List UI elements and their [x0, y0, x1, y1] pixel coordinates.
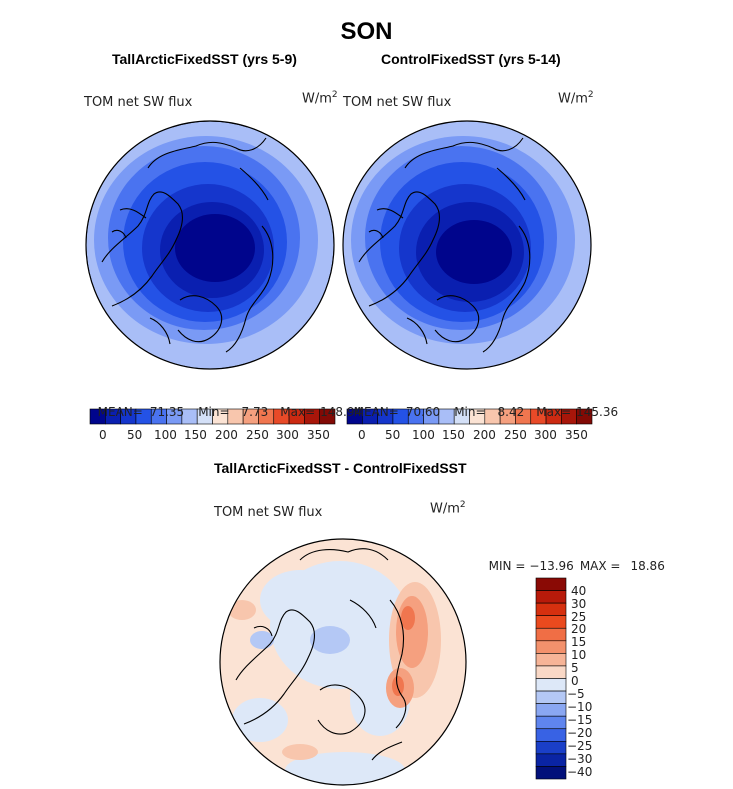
- diff-tick-label: 5: [571, 661, 579, 675]
- right-tick-label: 300: [534, 428, 557, 442]
- difference-min-value: −13.96: [529, 559, 574, 573]
- diff-tick-label: −10: [567, 700, 593, 714]
- right-units-label: W/m2: [558, 90, 594, 107]
- difference-variable-label: TOM net SW flux: [214, 505, 323, 520]
- colorbar-swatch: [535, 590, 567, 604]
- left-tick-label: 350: [307, 428, 330, 442]
- left-tick-label: 300: [276, 428, 299, 442]
- colorbar-swatch: [319, 408, 336, 425]
- right-panel-title: ControlFixedSST (yrs 5-14): [381, 51, 561, 67]
- right-tick-label: 50: [385, 428, 401, 442]
- right-colorbar: [346, 408, 593, 425]
- left-colorbar: [89, 408, 336, 425]
- colorbar-swatch: [535, 653, 567, 667]
- left-max-value: 148.94: [320, 405, 363, 419]
- diff-tick-label: −25: [567, 739, 593, 753]
- left-mean-label: MEAN=: [97, 405, 143, 419]
- right-tick-label: 250: [504, 428, 527, 442]
- diff-tick-label: 20: [571, 622, 587, 636]
- colorbar-swatch: [535, 577, 567, 591]
- colorbar-swatch: [535, 690, 567, 704]
- right-colorbar-labels: 0 50 100 150 200 250 300 350: [0, 428, 733, 444]
- difference-polar-map: [220, 539, 466, 785]
- colorbar-swatch: [535, 728, 567, 742]
- colorbar-swatch: [535, 715, 567, 730]
- colorbar-swatch: [535, 665, 567, 679]
- left-units-label: W/m2: [302, 90, 338, 107]
- right-variable-label: TOM net SW flux: [343, 95, 452, 110]
- difference-min-label: MIN =: [488, 559, 526, 573]
- difference-panel-title: TallArcticFixedSST - ControlFixedSST: [214, 460, 467, 476]
- colorbar-swatch: [535, 602, 567, 616]
- right-mean-value: 70.60: [405, 405, 441, 419]
- left-mean-value: 71.35: [149, 405, 185, 419]
- left-panel-title: TallArcticFixedSST (yrs 5-9): [112, 51, 297, 67]
- diff-tick-label: 15: [571, 635, 587, 649]
- left-tick-label: 0: [99, 428, 107, 442]
- difference-max-label: MAX =: [579, 559, 621, 573]
- left-max-label: Max=: [280, 405, 316, 419]
- diff-tick-label: 25: [571, 610, 587, 624]
- right-tick-label: 200: [473, 428, 496, 442]
- colorbar-swatch: [535, 703, 567, 717]
- right-min-label: Min=: [454, 405, 486, 419]
- right-tick-label: 0: [358, 428, 366, 442]
- colorbar-swatch: [535, 640, 567, 654]
- left-stats: MEAN= 71.35 Min= 7.73 Max= 148.94: [90, 391, 363, 419]
- left-tick-label: 100: [154, 428, 177, 442]
- right-tick-label: 100: [412, 428, 435, 442]
- figure-title: SON: [340, 18, 393, 45]
- difference-stats: MIN = −13.96 MAX = 18.86: [481, 545, 665, 573]
- diff-tick-label: 30: [571, 597, 587, 611]
- left-tick-label: 200: [215, 428, 238, 442]
- colorbar-swatch: [535, 766, 567, 780]
- right-tick-label: 150: [442, 428, 465, 442]
- colorbar-swatch: [535, 678, 567, 692]
- right-max-label: Max=: [536, 405, 572, 419]
- diff-tick-label: −5: [567, 687, 585, 701]
- left-tick-label: 250: [246, 428, 269, 442]
- diff-tick-label: −30: [567, 752, 593, 766]
- left-min-value: 7.73: [241, 405, 269, 419]
- diff-tick-label: 0: [571, 674, 579, 688]
- colorbar-swatch: [535, 627, 567, 642]
- difference-colorbar: [535, 577, 567, 780]
- right-max-value: 145.36: [576, 405, 619, 419]
- right-mean-label: MEAN=: [353, 405, 399, 419]
- colorbar-swatch: [535, 615, 567, 629]
- difference-units-label: W/m2: [430, 500, 466, 517]
- right-min-value: 8.42: [497, 405, 525, 419]
- left-tick-label: 150: [184, 428, 207, 442]
- left-colorbar-labels: 0 50 100 150 200 250 300 350: [0, 428, 733, 444]
- diff-tick-label: −15: [567, 713, 593, 727]
- difference-colorbar-labels: 40 30 25 20 15 10 5 0 −5 −10 −15 −20 −25…: [567, 0, 631, 789]
- right-tick-label: 350: [565, 428, 588, 442]
- right-polar-map: [343, 121, 591, 369]
- colorbar-swatch: [535, 753, 567, 767]
- colorbar-swatch: [576, 408, 593, 425]
- left-min-label: Min=: [198, 405, 230, 419]
- right-stats: MEAN= 70.60 Min= 8.42 Max= 145.36: [346, 391, 619, 419]
- left-tick-label: 50: [127, 428, 143, 442]
- difference-max-value: 18.86: [630, 559, 665, 573]
- diff-tick-label: 10: [571, 648, 587, 662]
- left-polar-map: [86, 121, 334, 369]
- colorbar-swatch: [535, 741, 567, 755]
- diff-tick-label: −40: [567, 765, 593, 779]
- diff-tick-label: 40: [571, 584, 587, 598]
- diff-tick-label: −20: [567, 726, 593, 740]
- left-variable-label: TOM net SW flux: [84, 95, 193, 110]
